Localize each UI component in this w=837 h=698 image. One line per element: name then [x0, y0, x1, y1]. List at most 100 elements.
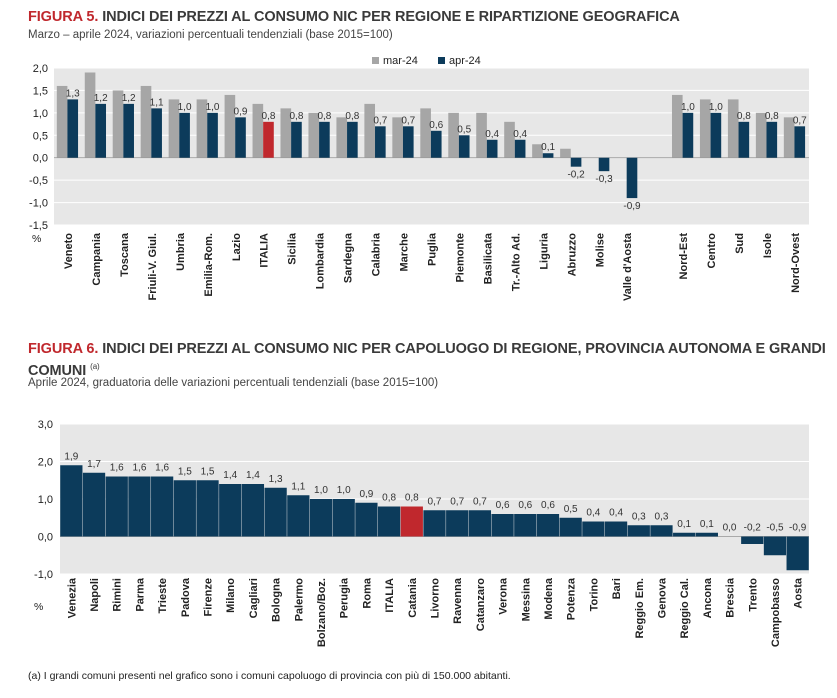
- bar-apr-24: [514, 514, 537, 537]
- bar-apr-24: [173, 480, 196, 537]
- bar-mar-24: [504, 121, 515, 158]
- data-label: 0,9: [359, 489, 373, 500]
- bar-apr-24: [536, 514, 560, 537]
- y-tick-label: 0,0: [38, 532, 53, 544]
- x-tick-label: Rimini: [112, 578, 124, 612]
- x-tick-label: Potenza: [566, 577, 578, 620]
- bar-mar-24: [364, 103, 376, 158]
- y-tick-label: 2,0: [38, 457, 53, 469]
- data-label: 0,8: [737, 111, 751, 122]
- x-tick-label: Modena: [543, 577, 555, 619]
- bar-apr-24: [559, 517, 582, 537]
- bar-apr-24: [196, 480, 219, 537]
- bar-apr-24: [446, 510, 469, 537]
- data-label: 1,0: [178, 102, 192, 113]
- data-label: 0,7: [373, 115, 387, 126]
- x-tick-label: Palermo: [293, 578, 305, 622]
- x-tick-label: Ravenna: [452, 577, 464, 624]
- data-label: 1,2: [94, 93, 108, 104]
- data-label: 0,5: [564, 504, 578, 515]
- figure5-subtitle: Marzo – aprile 2024, variazioni percentu…: [28, 29, 393, 41]
- bar-apr-24: [423, 510, 446, 537]
- x-tick-label: Liguria: [538, 232, 550, 270]
- x-tick-label: Parma: [134, 577, 146, 612]
- data-label: 0,8: [289, 111, 303, 122]
- figure5-title: FIGURA 5. INDICI DEI PREZZI AL CONSUMO N…: [28, 9, 680, 25]
- x-tick-label: Sicilia: [287, 232, 299, 265]
- bar-apr-24: [710, 112, 722, 158]
- x-tick-label: Cagliari: [248, 578, 260, 618]
- data-label: 0,5: [457, 124, 471, 135]
- bar-mar-24: [168, 99, 180, 158]
- data-label: 0,6: [429, 120, 443, 131]
- bar-apr-24: [179, 112, 190, 158]
- bar-apr-24: [650, 525, 673, 537]
- bar-apr-24: [151, 476, 174, 537]
- bar-apr-24: [287, 495, 310, 537]
- bar-apr-24: [626, 157, 638, 199]
- data-label: 1,4: [246, 470, 260, 481]
- data-label: 1,0: [681, 102, 695, 113]
- x-tick-label: Campania: [91, 232, 103, 285]
- bar-mar-24: [755, 112, 767, 158]
- data-label: 0,1: [700, 519, 714, 530]
- footnote: (a) I grandi comuni presenti nel grafico…: [28, 670, 511, 682]
- data-label: 0,7: [428, 496, 442, 507]
- bar-mar-24: [252, 103, 264, 158]
- figure6-title: FIGURA 6. INDICI DEI PREZZI AL CONSUMO N…: [28, 341, 826, 380]
- data-label: 1,7: [87, 459, 101, 470]
- data-label: 1,0: [337, 485, 351, 496]
- data-label: 0,8: [345, 111, 359, 122]
- x-tick-label: Venezia: [66, 577, 78, 618]
- x-tick-label: Brescia: [725, 577, 737, 618]
- data-label: 0,8: [765, 111, 779, 122]
- bar-apr-24: [82, 472, 106, 537]
- data-label: 1,2: [122, 93, 136, 104]
- x-tick-label: Messina: [520, 577, 532, 621]
- x-tick-label: Campobasso: [770, 578, 782, 647]
- y-tick-label: -1,0: [29, 198, 48, 210]
- figure5-number: FIGURA 5.: [28, 9, 99, 25]
- bar-apr-24: [123, 103, 134, 158]
- data-label: 1,6: [132, 463, 146, 474]
- bar-mar-24: [336, 117, 348, 158]
- bar-apr-24: [458, 135, 470, 158]
- x-tick-label: Valle d'Aosta: [622, 232, 634, 301]
- y-tick-label: 0,0: [33, 153, 48, 165]
- x-tick-label: Isole: [762, 233, 774, 258]
- data-label: 1,0: [206, 102, 220, 113]
- regional-bar-chart: 2,0 1,5 1,0 0,5 0,0 -0,5 -1,0 -1,5% 1,3 Veneto 1,2…: [29, 55, 809, 301]
- bar-apr-24: [582, 521, 605, 537]
- data-label: -0,2: [744, 523, 762, 534]
- x-tick-label: Genova: [656, 577, 668, 618]
- x-tick-label: Catanzaro: [475, 578, 487, 631]
- bar-apr-24: [786, 536, 809, 571]
- x-tick-label: Veneto: [63, 233, 75, 269]
- bar-apr-24: [766, 121, 778, 158]
- figure6-number: FIGURA 6.: [28, 341, 99, 357]
- figure6-title-line2: COMUNI: [28, 362, 87, 379]
- data-label: 0,1: [541, 142, 555, 153]
- bar-apr-24: [319, 121, 330, 158]
- bar-apr-24: [128, 476, 151, 537]
- bar-apr-24: [763, 536, 787, 556]
- bar-apr-24: [486, 139, 498, 158]
- y-tick-label: -1,0: [34, 569, 53, 581]
- data-label: 0,7: [793, 115, 807, 126]
- bar-mar-24: [280, 108, 292, 158]
- x-tick-label: Centro: [706, 233, 718, 269]
- figure5-title-text: INDICI DEI PREZZI AL CONSUMO NIC PER REG…: [102, 9, 680, 25]
- x-tick-label: Nord-Ovest: [790, 233, 802, 293]
- bar-apr-24: [105, 476, 128, 537]
- x-tick-label: Torino: [588, 578, 600, 612]
- x-tick-label: Marche: [399, 233, 411, 272]
- data-label: -0,2: [567, 170, 585, 181]
- data-label: 0,4: [513, 129, 527, 140]
- y-tick-label: 1,0: [33, 108, 48, 120]
- data-label: 0,7: [473, 496, 487, 507]
- legend-label-apr: apr-24: [449, 55, 481, 67]
- bar-apr-24: [291, 121, 302, 158]
- x-tick-label: Emilia-Rom.: [203, 233, 215, 297]
- data-label: 1,3: [66, 88, 80, 99]
- bar-apr-24: [377, 506, 401, 537]
